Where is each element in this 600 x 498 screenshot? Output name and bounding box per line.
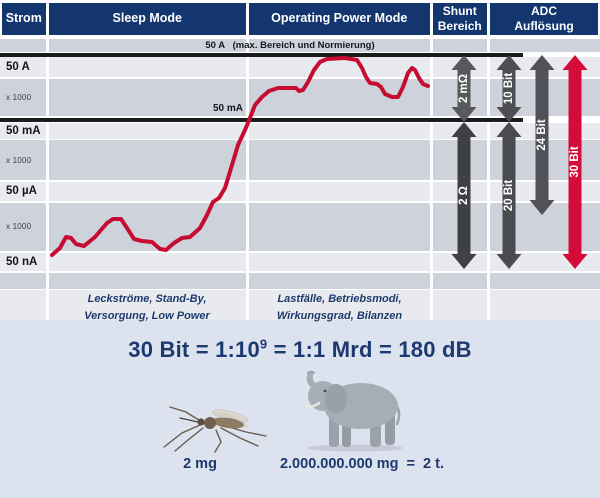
sleep-mode-annotation: Leckströme, Stand-By, Versorgung, Low Po…	[84, 293, 210, 322]
axis-label-x1000: x 1000	[6, 155, 32, 165]
elephant-weight-label: 2.000.000.000 mg = 2 t.	[279, 456, 445, 472]
dynamic-range-formula: 30 Bit = 1:109 = 1:1 Mrd = 180 dB	[0, 337, 600, 363]
column-separator	[245, 38, 249, 320]
row-stripe	[0, 252, 600, 271]
operating-mode-annotation: Lastfälle, Betriebsmodi, Wirkungsgrad, B…	[276, 293, 403, 322]
row-stripe	[0, 181, 600, 201]
mosquito-weight-label: 2 mg	[183, 456, 217, 472]
row-stripe	[0, 122, 600, 139]
axis-label-50mA: 50 mA	[6, 124, 41, 137]
axis-label-50A: 50 A	[6, 61, 30, 73]
note-max-range: 50 A (max. Bereich und Normierung)	[205, 40, 375, 51]
reference-line-50A	[0, 52, 523, 57]
column-separator	[429, 38, 433, 320]
formula-exponent: 9	[259, 336, 268, 352]
elephant-image	[305, 370, 403, 452]
formula-post: = 1:1 Mrd = 180 dB	[267, 337, 472, 362]
row-stripe	[0, 57, 600, 77]
axis-label-50uA: 50 µA	[6, 185, 37, 198]
axis-label-50nA: 50 nA	[6, 255, 38, 268]
row-stripe	[0, 272, 600, 289]
mosquito-image	[163, 406, 267, 453]
row-stripe	[0, 202, 600, 251]
formula-pre: 30 Bit = 1:10	[128, 337, 260, 362]
row-stripe	[0, 140, 600, 180]
axis-label-x1000: x 1000	[6, 222, 32, 232]
row-stripe	[0, 290, 600, 320]
row-stripe	[0, 38, 600, 52]
row-stripe	[0, 78, 600, 116]
note-50mA: 50 mA	[212, 102, 243, 114]
axis-label-x1000: x 1000	[6, 92, 32, 102]
column-separator	[45, 38, 49, 320]
header-strom: Strom	[2, 2, 46, 35]
reference-line-50mA	[0, 118, 523, 122]
column-separator	[486, 38, 490, 320]
header-sleep-mode: Sleep Mode	[49, 2, 246, 35]
header-shunt-bereich: Shunt Bereich	[433, 2, 487, 35]
header-adc-aufloesung: ADC Auflösung	[490, 2, 598, 35]
header-operating-power-mode: Operating Power Mode	[249, 2, 430, 35]
